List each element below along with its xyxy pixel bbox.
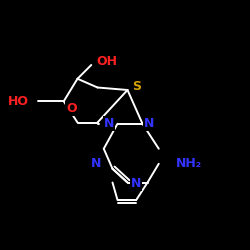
Text: OH: OH [96, 55, 117, 68]
Text: N: N [144, 117, 154, 130]
Text: N: N [131, 177, 141, 190]
Text: N: N [104, 117, 114, 130]
Text: N: N [91, 157, 102, 170]
Text: O: O [66, 102, 76, 115]
Text: S: S [132, 80, 141, 93]
Text: HO: HO [8, 95, 29, 108]
Text: NH₂: NH₂ [176, 157, 203, 170]
